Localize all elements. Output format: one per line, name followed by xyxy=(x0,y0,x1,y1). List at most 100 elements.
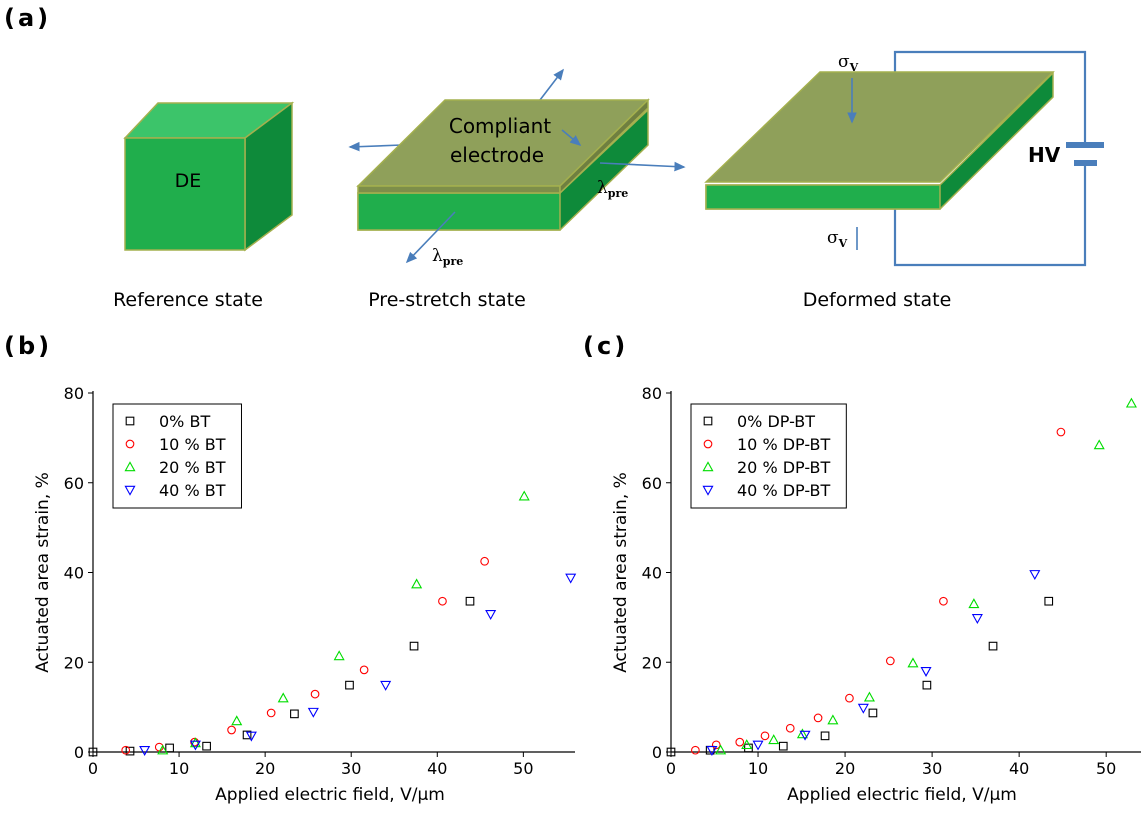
marker xyxy=(939,596,948,606)
strain-label: λpre xyxy=(432,246,463,268)
stress-label: σV xyxy=(827,228,848,250)
marker xyxy=(121,745,131,755)
x-tick-label: 40 xyxy=(1009,759,1029,778)
marker xyxy=(125,416,135,426)
prestretch-slab xyxy=(356,98,650,231)
marker xyxy=(796,728,808,739)
marker xyxy=(290,709,299,719)
legend-label: 0% BT xyxy=(159,412,210,431)
marker xyxy=(565,573,577,584)
marker xyxy=(820,731,830,741)
y-tick-label: 80 xyxy=(64,384,84,403)
y-tick-label: 40 xyxy=(642,564,662,583)
marker xyxy=(706,745,718,756)
marker xyxy=(907,657,919,668)
caption: Deformed state xyxy=(803,289,952,311)
caption: Pre-stretch state xyxy=(368,289,526,311)
marker xyxy=(868,708,878,718)
voltage-label: HV xyxy=(1028,143,1061,167)
legend: 0% BT 10 % BT 20 % BT 40 % BT xyxy=(112,403,242,509)
marker xyxy=(827,714,839,725)
marker xyxy=(359,665,369,675)
marker xyxy=(202,741,211,751)
marker xyxy=(125,439,135,449)
marker xyxy=(703,416,713,426)
marker xyxy=(885,656,895,666)
stress-label: σV xyxy=(838,52,859,74)
y-tick-label: 40 xyxy=(64,564,84,583)
arrow xyxy=(561,129,582,147)
marker xyxy=(307,707,319,718)
legend-label: 10 % BT xyxy=(159,435,226,454)
marker xyxy=(752,740,764,751)
panel-label: (c) xyxy=(583,332,628,360)
marker xyxy=(124,485,136,496)
legend-label: 0% DP-BT xyxy=(737,412,815,431)
panel-label: (b) xyxy=(4,332,52,360)
x-tick-label: 50 xyxy=(513,759,533,778)
marker xyxy=(227,725,236,735)
x-tick-label: 20 xyxy=(835,759,855,778)
y-tick-label: 0 xyxy=(74,743,84,762)
marker xyxy=(409,641,419,651)
arrow xyxy=(348,141,403,152)
marker xyxy=(715,744,727,755)
marker xyxy=(971,614,983,625)
electrode-label: Compliant xyxy=(449,114,551,138)
marker xyxy=(139,745,151,756)
marker xyxy=(813,713,823,723)
y-tick-label: 20 xyxy=(64,653,84,672)
marker xyxy=(785,723,795,733)
marker xyxy=(266,708,276,718)
marker xyxy=(88,747,98,757)
marker xyxy=(863,691,875,702)
legend: 0% DP-BT 10 % DP-BT 20 % DP-BT 40 % DP-BT xyxy=(690,403,847,509)
marker xyxy=(1029,570,1041,581)
marker xyxy=(760,731,770,741)
marker xyxy=(711,740,721,750)
marker xyxy=(845,693,854,703)
marker xyxy=(480,556,489,566)
legend-label: 40 % BT xyxy=(159,481,226,500)
arrow xyxy=(405,211,456,264)
x-tick-label: 30 xyxy=(341,759,361,778)
marker xyxy=(857,703,869,714)
marker xyxy=(1056,427,1066,437)
deformed-slab xyxy=(704,71,1055,210)
marker xyxy=(310,689,320,699)
x-axis-label: Applied electric field, V/μm xyxy=(787,785,1017,805)
marker xyxy=(242,730,252,740)
marker xyxy=(124,461,136,472)
marker xyxy=(702,461,714,472)
marker xyxy=(768,734,780,745)
marker xyxy=(702,485,714,496)
marker xyxy=(518,490,530,501)
reference-cube xyxy=(123,101,295,252)
marker xyxy=(438,596,447,606)
arrow xyxy=(539,68,564,101)
y-tick-label: 0 xyxy=(652,743,662,762)
y-tick-label: 20 xyxy=(642,653,662,672)
material-label: DE xyxy=(175,170,202,192)
marker xyxy=(922,680,932,690)
marker xyxy=(245,731,257,742)
x-axis-label: Applied electric field, V/μm xyxy=(215,785,445,805)
marker xyxy=(1125,397,1137,408)
legend-box xyxy=(690,403,847,509)
marker xyxy=(691,745,700,755)
marker xyxy=(703,439,713,449)
marker xyxy=(778,741,788,751)
y-axis-label: Actuated area strain, % xyxy=(611,472,631,673)
x-tick-label: 0 xyxy=(88,759,98,778)
legend-box xyxy=(112,403,242,509)
marker xyxy=(741,739,753,750)
x-tick-label: 50 xyxy=(1096,759,1116,778)
x-tick-label: 10 xyxy=(169,759,189,778)
marker xyxy=(345,680,354,690)
marker xyxy=(380,680,392,691)
marker xyxy=(411,578,423,589)
marker xyxy=(666,747,676,757)
legend-label: 20 % BT xyxy=(159,458,226,477)
x-tick-label: 0 xyxy=(666,759,676,778)
marker xyxy=(157,744,169,755)
